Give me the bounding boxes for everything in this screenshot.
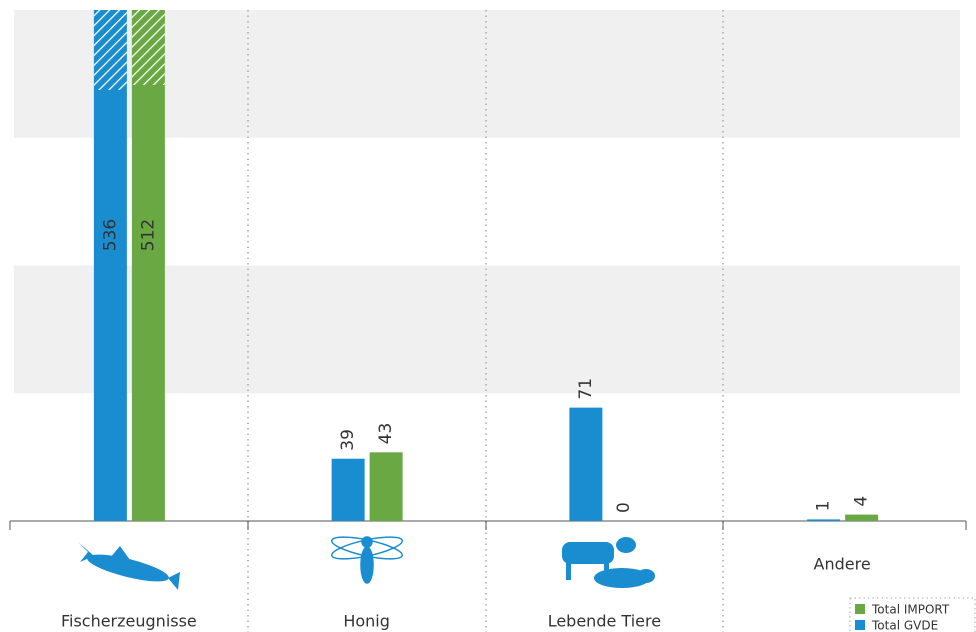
fish-icon	[78, 542, 180, 590]
bar-break	[94, 10, 127, 90]
value-label: 43	[376, 423, 396, 445]
x-tick-label: Honig	[343, 612, 390, 631]
x-tick-label: Andere	[814, 555, 871, 574]
bar-break	[132, 10, 165, 85]
legend-swatch	[855, 620, 865, 630]
bar	[807, 519, 840, 521]
bar	[569, 408, 602, 521]
value-label: 0	[614, 502, 634, 513]
value-label: 4	[852, 496, 872, 507]
x-tick-label: Fischerzeugnisse	[61, 612, 197, 631]
bee-icon	[330, 533, 404, 583]
value-label: 512	[138, 219, 158, 251]
legend-label: Total IMPORT	[871, 603, 950, 617]
legend-label: Total GVDE	[871, 619, 938, 632]
value-label: 1	[814, 501, 834, 512]
value-label: 536	[100, 219, 120, 251]
animals-icon	[562, 537, 655, 588]
x-tick-label: Lebende Tiere	[548, 612, 661, 631]
legend: Total IMPORT Total GVDE	[850, 598, 975, 632]
chart: Total IMPORT Total GVDE Fischerzeugnisse 5…	[0, 0, 976, 632]
bar	[332, 459, 365, 521]
bar	[845, 515, 878, 521]
bar	[370, 452, 403, 521]
value-label: 71	[576, 378, 596, 400]
value-label: 39	[338, 429, 358, 451]
legend-swatch	[855, 604, 865, 614]
axis-ticks	[10, 521, 966, 530]
